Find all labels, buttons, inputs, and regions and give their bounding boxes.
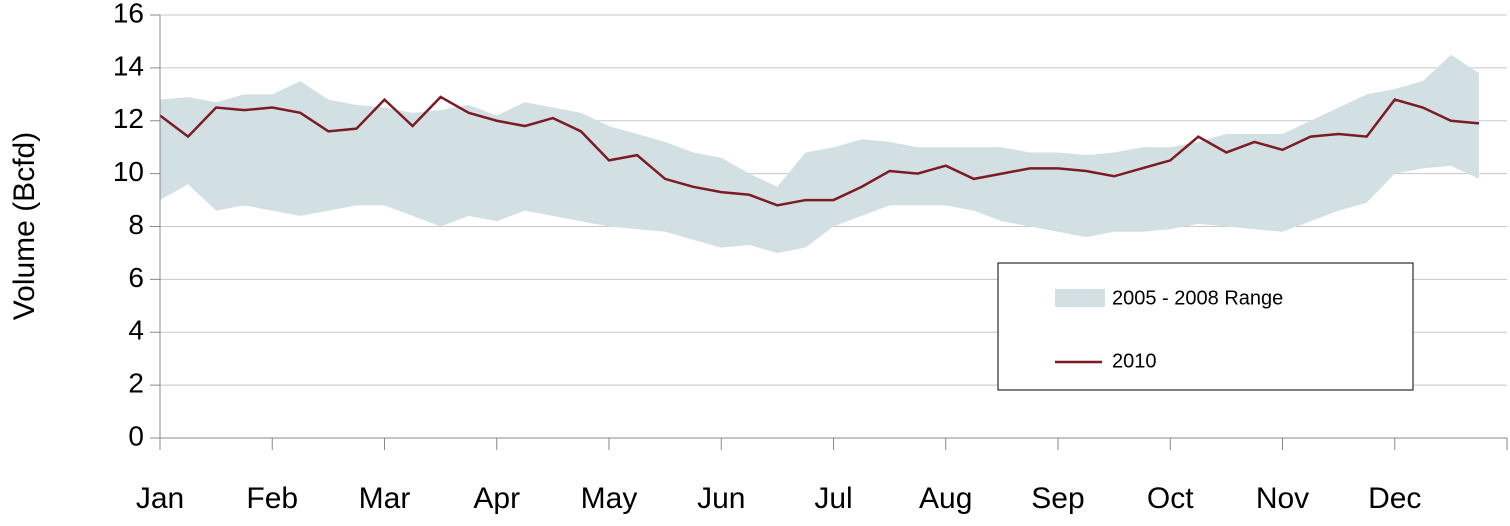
legend-swatch — [1055, 289, 1105, 307]
x-tick-label: Jan — [136, 482, 184, 515]
x-tick-label: Dec — [1368, 482, 1421, 515]
y-tick-label: 8 — [128, 209, 144, 240]
y-tick-label: 0 — [128, 420, 144, 451]
x-tick-label: Feb — [246, 482, 298, 515]
x-tick-label: May — [581, 482, 638, 515]
y-axis-label: Volume (Bcfd) — [8, 132, 41, 320]
legend-label: 2005 - 2008 Range — [1112, 287, 1283, 309]
y-tick-label: 4 — [128, 315, 144, 346]
x-tick-label: Aug — [919, 482, 972, 515]
x-tick-label: Sep — [1031, 482, 1084, 515]
x-tick-label: Jun — [697, 482, 745, 515]
range-band — [160, 54, 1479, 253]
y-tick-label: 2 — [128, 368, 144, 399]
x-tick-label: Nov — [1256, 482, 1309, 515]
x-tick-label: Mar — [359, 482, 411, 515]
x-tick-label: Apr — [473, 482, 520, 515]
y-tick-label: 12 — [113, 103, 144, 134]
y-tick-label: 10 — [113, 156, 144, 187]
y-tick-label: 14 — [113, 50, 144, 81]
y-tick-label: 6 — [128, 262, 144, 293]
x-tick-label: Oct — [1147, 482, 1194, 515]
legend-box — [997, 262, 1414, 391]
legend-label: 2010 — [1112, 350, 1157, 372]
x-tick-label: Jul — [814, 482, 852, 515]
line-2010 — [159, 95, 1480, 207]
y-tick-label: 16 — [113, 0, 144, 28]
